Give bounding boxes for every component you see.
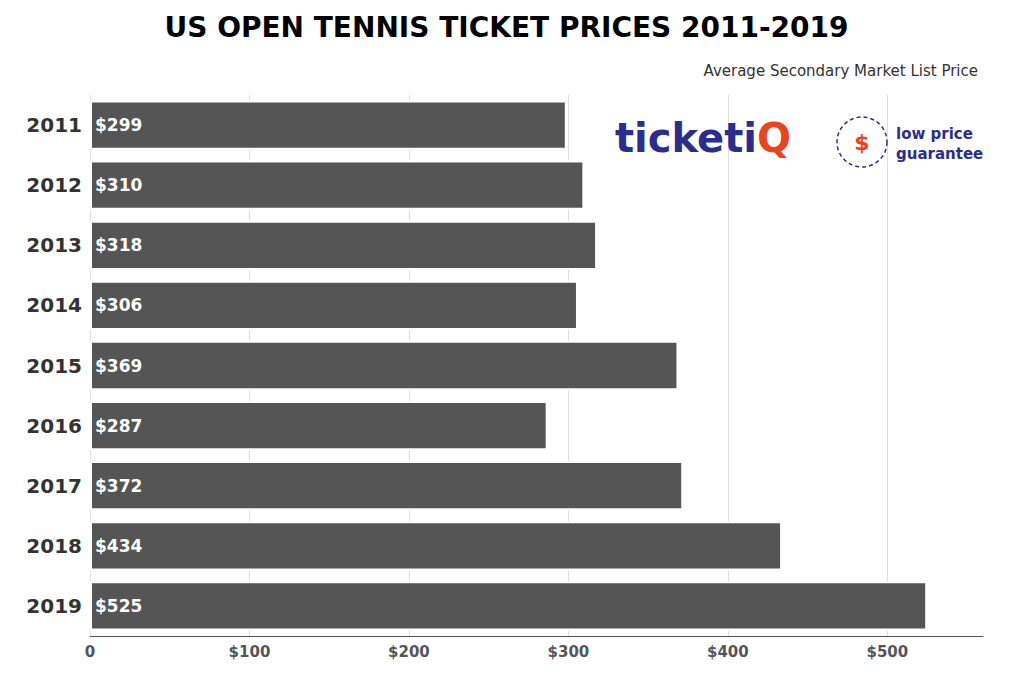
svg-text:$434: $434 — [95, 536, 142, 556]
svg-text:US OPEN TENNIS TICKET PRICES 2: US OPEN TENNIS TICKET PRICES 2011-2019 — [164, 11, 848, 44]
svg-text:2012: 2012 — [26, 173, 82, 197]
svg-text:0: 0 — [85, 643, 95, 661]
svg-text:2013: 2013 — [26, 233, 82, 257]
svg-text:Average Secondary Market List: Average Secondary Market List Price — [704, 62, 978, 80]
svg-text:$310: $310 — [95, 175, 142, 195]
svg-text:$299: $299 — [95, 115, 142, 135]
svg-text:Q: Q — [757, 115, 791, 161]
svg-text:low price: low price — [896, 125, 973, 143]
svg-text:ticket: ticket — [615, 115, 743, 161]
svg-text:$100: $100 — [229, 643, 271, 661]
svg-text:2016: 2016 — [26, 414, 82, 438]
svg-text:2017: 2017 — [26, 474, 82, 498]
svg-text:$287: $287 — [95, 416, 142, 436]
svg-text:2018: 2018 — [26, 534, 82, 558]
svg-text:i: i — [743, 115, 757, 161]
svg-text:2019: 2019 — [26, 594, 82, 618]
svg-text:guarantee: guarantee — [896, 145, 983, 163]
svg-text:$369: $369 — [95, 356, 142, 376]
svg-text:$306: $306 — [95, 295, 142, 315]
svg-text:$300: $300 — [548, 643, 590, 661]
svg-text:$525: $525 — [95, 596, 142, 616]
svg-text:$318: $318 — [95, 235, 142, 255]
svg-text:$200: $200 — [388, 643, 430, 661]
svg-text:2015: 2015 — [26, 354, 82, 378]
svg-text:$400: $400 — [707, 643, 749, 661]
svg-text:$: $ — [854, 130, 869, 155]
svg-text:$500: $500 — [866, 643, 908, 661]
svg-text:2014: 2014 — [26, 293, 82, 317]
svg-text:$372: $372 — [95, 476, 142, 496]
svg-text:2011: 2011 — [26, 113, 82, 137]
